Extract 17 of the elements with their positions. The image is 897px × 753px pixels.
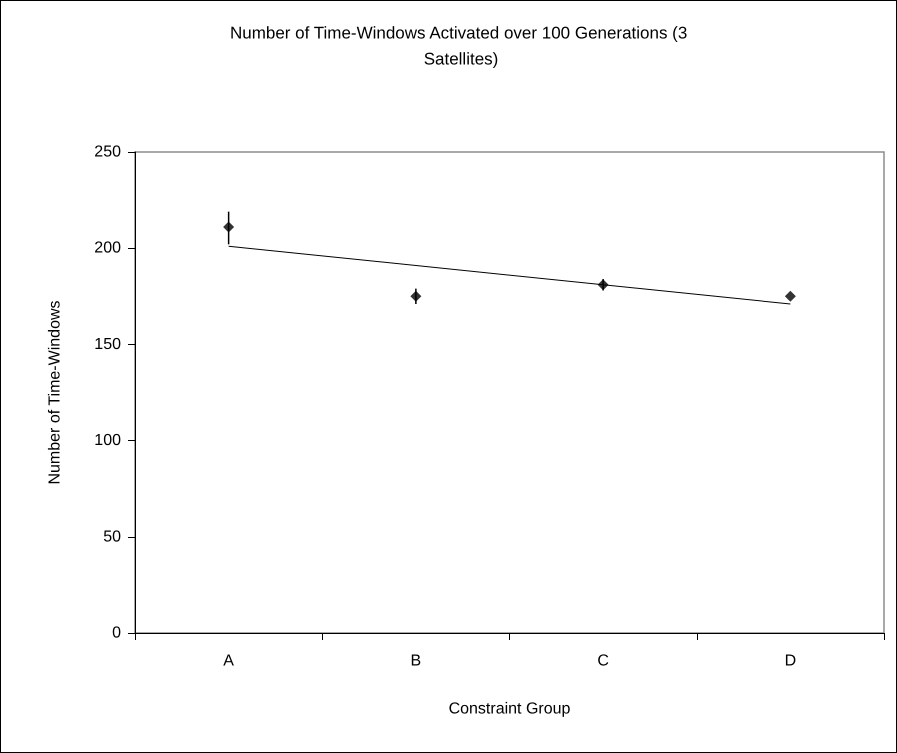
point [410, 290, 422, 302]
chart-title: Number of Time-Windows Activated over 100 Generations (3 Satellites) [230, 24, 692, 68]
y-tick-label: 0 [112, 624, 122, 642]
point [784, 290, 796, 302]
x-tick-label: C [597, 652, 609, 670]
y-tick-label: 100 [94, 432, 122, 450]
point [598, 279, 609, 290]
y-tick-label: 150 [94, 336, 122, 353]
y-tick-label: 250 [94, 144, 122, 160]
point [223, 222, 234, 233]
x-tick-label: A [223, 652, 234, 670]
x-tick-label: D [784, 652, 796, 670]
y-tick-label: 50 [103, 528, 122, 546]
x-axis-title: Constraint Group [448, 700, 571, 718]
x-tick-label: B [410, 652, 422, 670]
y-tick-label: 200 [94, 240, 122, 257]
y-axis-title: Number of Time-Windows [46, 300, 64, 485]
